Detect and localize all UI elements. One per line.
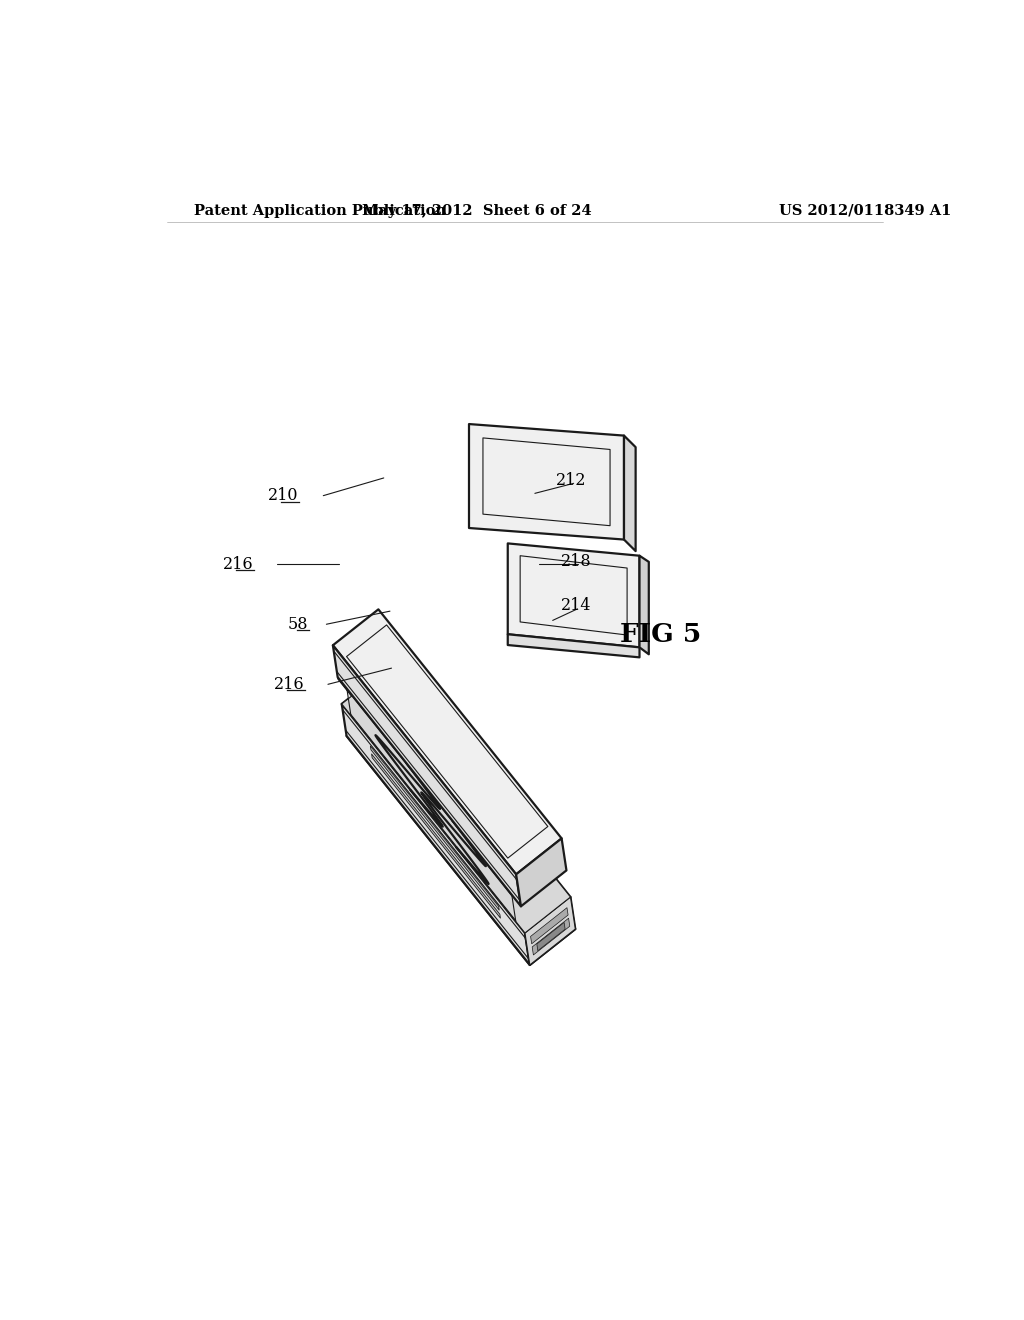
- Text: US 2012/0118349 A1: US 2012/0118349 A1: [779, 203, 951, 218]
- Text: 58: 58: [288, 615, 308, 632]
- Polygon shape: [537, 923, 565, 950]
- Polygon shape: [347, 689, 516, 921]
- Polygon shape: [338, 677, 521, 908]
- Polygon shape: [532, 919, 569, 954]
- Polygon shape: [516, 838, 566, 907]
- Polygon shape: [525, 898, 575, 965]
- Text: 218: 218: [561, 553, 592, 570]
- Text: 210: 210: [268, 487, 299, 504]
- Polygon shape: [355, 684, 557, 917]
- Polygon shape: [338, 642, 566, 907]
- Polygon shape: [640, 556, 649, 655]
- Polygon shape: [372, 754, 501, 919]
- Polygon shape: [376, 735, 488, 884]
- Polygon shape: [342, 668, 570, 933]
- Text: May 17, 2012  Sheet 6 of 24: May 17, 2012 Sheet 6 of 24: [361, 203, 592, 218]
- Polygon shape: [508, 544, 640, 647]
- Polygon shape: [624, 436, 636, 552]
- Polygon shape: [346, 624, 548, 858]
- Polygon shape: [483, 438, 610, 525]
- Text: FIG 5: FIG 5: [621, 622, 701, 647]
- Text: 212: 212: [556, 471, 587, 488]
- Polygon shape: [342, 668, 570, 933]
- Polygon shape: [508, 635, 640, 657]
- Polygon shape: [530, 908, 568, 944]
- Polygon shape: [469, 424, 624, 540]
- Polygon shape: [333, 610, 561, 874]
- Text: Patent Application Publication: Patent Application Publication: [194, 203, 445, 218]
- Polygon shape: [371, 746, 500, 909]
- Polygon shape: [520, 556, 627, 635]
- Polygon shape: [525, 898, 575, 965]
- Polygon shape: [342, 704, 529, 965]
- Text: 216: 216: [274, 676, 305, 693]
- Polygon shape: [333, 645, 521, 907]
- Text: 214: 214: [561, 597, 592, 614]
- Polygon shape: [346, 700, 575, 965]
- Text: 216: 216: [223, 556, 254, 573]
